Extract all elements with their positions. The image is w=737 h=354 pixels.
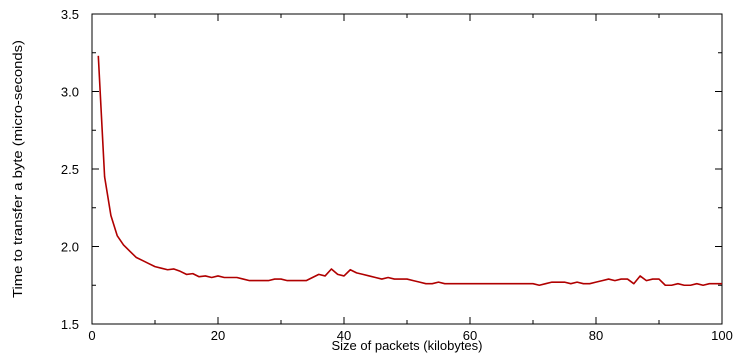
y-axis-label: Time to transfer a byte (micro-seconds)	[10, 40, 25, 298]
axis-ticks	[91, 13, 723, 325]
x-axis-label: Size of packets (kilobytes)	[331, 338, 482, 353]
x-tick-label: 40	[337, 328, 351, 343]
x-tick-label: 20	[211, 328, 225, 343]
tick-labels: 0 20 40 60 80 100 1.5 2.0 2.5 3.0 3.5	[61, 7, 733, 343]
series-line	[97, 55, 722, 287]
y-tick-label: 2.0	[61, 240, 79, 255]
y-tick-label: 3.0	[61, 85, 79, 100]
x-tick-label: 100	[711, 328, 733, 343]
x-tick-label: 80	[589, 328, 603, 343]
y-tick-label: 1.5	[61, 317, 79, 332]
y-tick-label: 2.5	[61, 162, 79, 177]
plot-frame	[91, 13, 723, 325]
x-tick-label: 60	[463, 328, 477, 343]
y-tick-label: 3.5	[61, 7, 79, 22]
x-tick-label: 0	[88, 328, 95, 343]
